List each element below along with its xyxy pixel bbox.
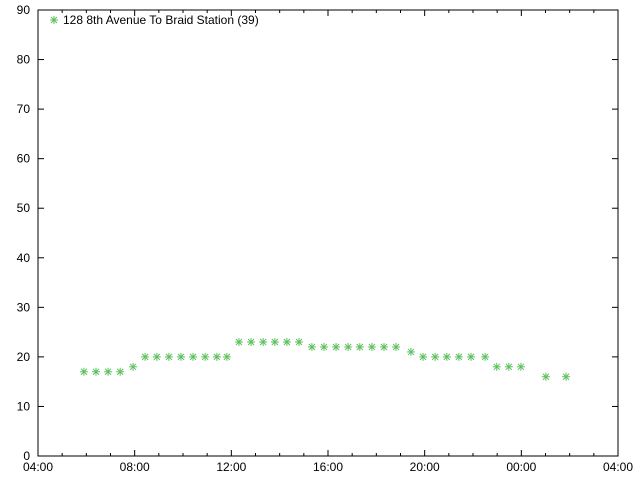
- legend-label: 128 8th Avenue To Braid Station (39): [63, 13, 259, 27]
- plot-frame: [37, 9, 619, 457]
- data-point: [319, 342, 328, 351]
- data-point: [516, 362, 525, 371]
- data-point: [234, 338, 243, 347]
- y-tick-label: 20: [17, 350, 31, 364]
- data-point: [367, 342, 376, 351]
- data-point: [541, 372, 550, 381]
- data-point: [332, 342, 341, 351]
- data-point: [406, 347, 415, 356]
- x-tick-label: 16:00: [313, 460, 343, 474]
- x-tick-label: 20:00: [410, 460, 440, 474]
- data-point: [454, 352, 463, 361]
- data-point: [152, 352, 161, 361]
- data-point: [481, 352, 490, 361]
- x-tick-label: 04:00: [603, 460, 633, 474]
- legend-asterisk: [50, 16, 58, 24]
- data-point: [282, 338, 291, 347]
- x-axis: 04:00 08:00 12:00 16:00 20:00 00:00 04:00: [23, 10, 633, 474]
- legend-marker-icon: [50, 16, 58, 24]
- data-point: [562, 372, 571, 381]
- data-point: [129, 362, 138, 371]
- data-point: [504, 362, 513, 371]
- y-tick-label: 90: [17, 3, 31, 17]
- data-point: [176, 352, 185, 361]
- data-point: [116, 367, 125, 376]
- x-tick-label: 12:00: [216, 460, 246, 474]
- x-tick-label: 04:00: [23, 460, 53, 474]
- data-point: [189, 352, 198, 361]
- data-point: [379, 342, 388, 351]
- data-point: [392, 342, 401, 351]
- y-tick-label: 70: [17, 102, 31, 116]
- y-tick-label: 60: [17, 152, 31, 166]
- y-tick-label: 40: [17, 251, 31, 265]
- data-point: [270, 338, 279, 347]
- y-tick-label: 10: [17, 399, 31, 413]
- data-point: [492, 362, 501, 371]
- data-point: [295, 338, 303, 347]
- x-tick-label: 08:00: [120, 460, 150, 474]
- data-point: [307, 342, 316, 351]
- y-axis: 0 10 20 30 40 50 60 70 80 90: [17, 3, 618, 463]
- data-point: [419, 352, 428, 361]
- data-point: [141, 352, 150, 361]
- data-point: [164, 352, 173, 361]
- data-point: [344, 342, 353, 351]
- data-point: [79, 367, 88, 376]
- series-points: [79, 338, 571, 381]
- data-point: [222, 352, 231, 361]
- data-point: [431, 352, 440, 361]
- y-tick-label: 50: [17, 201, 31, 215]
- y-tick-label: 30: [17, 300, 31, 314]
- x-tick-label: 00:00: [506, 460, 536, 474]
- legend: 128 8th Avenue To Braid Station (39): [50, 13, 259, 27]
- data-point: [259, 338, 268, 347]
- data-point: [247, 338, 256, 347]
- data-point: [104, 367, 113, 376]
- y-tick-label: 0: [23, 449, 30, 463]
- data-point: [212, 352, 221, 361]
- data-point: [355, 342, 364, 351]
- data-point: [201, 352, 210, 361]
- data-point: [442, 352, 451, 361]
- y-tick-label: 80: [17, 53, 31, 67]
- data-point: [466, 352, 475, 361]
- data-point: [92, 367, 100, 376]
